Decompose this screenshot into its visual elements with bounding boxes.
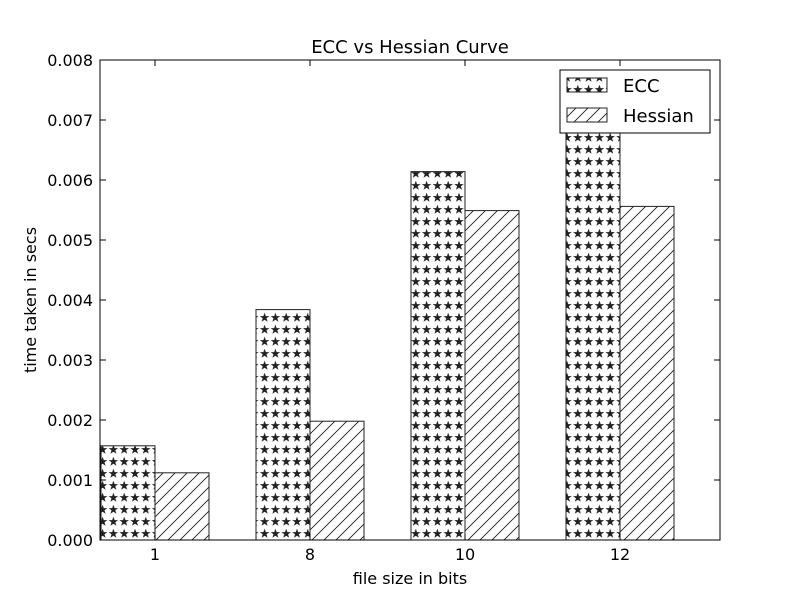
bar-hessian-1 (154, 472, 210, 541)
y-tick-label: 0.000 (47, 531, 93, 550)
y-axis-label: time taken in secs (21, 227, 40, 373)
bar-hessian-10 (464, 210, 520, 541)
y-tick-label: 0.004 (47, 291, 93, 310)
y-axis: 0.000 0.001 0.002 0.003 0.004 0.005 0.006 0.007… (47, 51, 720, 550)
legend-label-hessian: Hessian (623, 106, 694, 127)
bars-group (100, 119, 675, 541)
y-tick-label: 0.005 (47, 231, 93, 250)
legend-swatch-ecc (566, 77, 608, 93)
y-tick-label: 0.002 (47, 411, 93, 430)
y-tick-label: 0.001 (47, 471, 93, 490)
legend: ECC Hessian (559, 69, 711, 134)
y-tick-label: 0.007 (47, 111, 93, 130)
y-tick-label: 0.006 (47, 171, 93, 190)
bar-hessian-8 (309, 420, 365, 541)
x-tick-label: 1 (150, 545, 160, 564)
x-axis: 1 8 10 12 (150, 60, 630, 564)
x-axis-label: file size in bits (353, 569, 467, 588)
y-tick-label: 0.008 (47, 51, 93, 70)
x-tick-label: 12 (610, 545, 630, 564)
x-tick-label: 10 (455, 545, 475, 564)
y-tick-label: 0.003 (47, 351, 93, 370)
legend-swatch-hessian (566, 107, 608, 123)
bar-hessian-12 (619, 205, 675, 541)
bar-ecc-1 (100, 445, 156, 541)
bar-ecc-12 (565, 119, 621, 541)
x-tick-label: 8 (305, 545, 315, 564)
bar-ecc-10 (410, 171, 466, 541)
bar-ecc-8 (255, 309, 311, 541)
chart-title: ECC vs Hessian Curve (311, 37, 509, 58)
legend-label-ecc: ECC (623, 76, 660, 97)
